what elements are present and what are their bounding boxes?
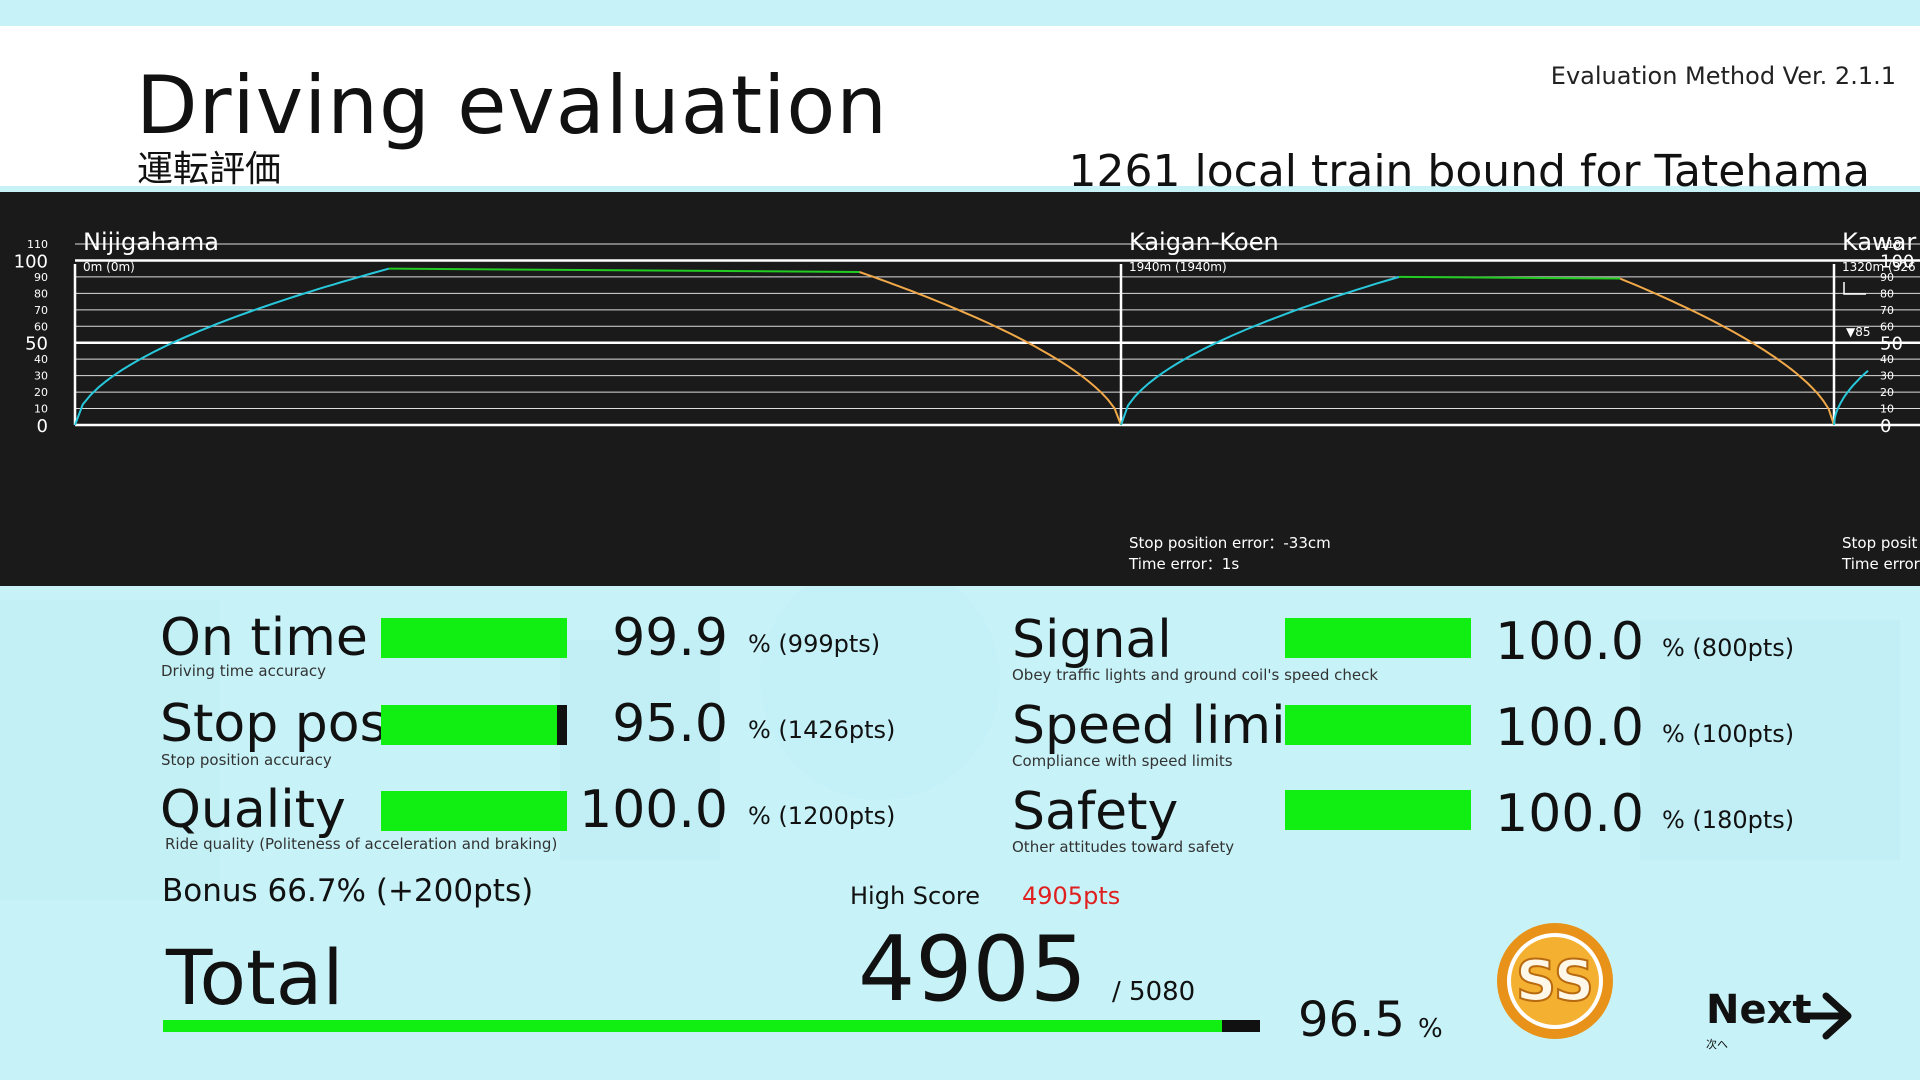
speed-curve-cruise bbox=[1399, 275, 1621, 280]
score-name-speed-limit: Speed limit bbox=[1012, 696, 1306, 756]
y-tick-label-right: 80 bbox=[1880, 287, 1894, 300]
y-tick-label: 100 bbox=[14, 251, 48, 272]
train-description: 1261 local train bound for Tatehama bbox=[1068, 146, 1870, 197]
score-desc-signal: Obey traffic lights and ground coil's sp… bbox=[1012, 666, 1379, 684]
y-tick-label-right: 90 bbox=[1880, 271, 1894, 284]
score-pts-on-time: % (999pts) bbox=[748, 630, 881, 658]
y-tick-label: 60 bbox=[34, 320, 48, 333]
y-tick-label: 50 bbox=[25, 334, 48, 355]
y-tick-label-right: 100 bbox=[1880, 251, 1914, 272]
speed-curve-cruise bbox=[388, 267, 860, 273]
speed-limit-bracket bbox=[1843, 282, 1866, 295]
y-tick-label-right: 10 bbox=[1880, 403, 1894, 416]
time-error: Time error bbox=[1841, 555, 1920, 573]
arrow-right-icon bbox=[1796, 992, 1852, 1040]
score-pts-quality: % (1200pts) bbox=[748, 802, 896, 830]
y-tick-label-right: 70 bbox=[1880, 304, 1894, 317]
total-percent: 96.5 bbox=[1298, 992, 1405, 1048]
y-tick-label: 80 bbox=[34, 287, 48, 300]
score-bar-marker bbox=[557, 705, 567, 745]
speed-curve-accel bbox=[1120, 275, 1400, 426]
score-value-safety: 100.0 bbox=[1495, 784, 1644, 844]
score-name-safety: Safety bbox=[1012, 782, 1179, 842]
y-tick-label-right: 20 bbox=[1880, 386, 1894, 399]
station-distance: 0m (0m) bbox=[83, 260, 135, 274]
speed-curve-accel bbox=[74, 267, 390, 426]
y-tick-label-right: 30 bbox=[1880, 370, 1894, 383]
high-score-label: High Score bbox=[850, 882, 981, 910]
score-name-quality: Quality bbox=[160, 780, 346, 840]
station-distance: 1940m (1940m) bbox=[1129, 260, 1227, 274]
y-tick-label-right: 110 bbox=[1880, 238, 1901, 251]
y-tick-label: 0 bbox=[37, 416, 48, 437]
score-value-speed-limit: 100.0 bbox=[1495, 698, 1644, 758]
total-percent-unit: % bbox=[1418, 1014, 1443, 1044]
score-pts-speed-limit: % (100pts) bbox=[1662, 720, 1795, 748]
rank-medal: SS bbox=[1497, 923, 1613, 1039]
score-desc-on-time: Driving time accuracy bbox=[161, 662, 327, 680]
score-value-on-time: 99.9 bbox=[612, 608, 728, 668]
page-title-japanese: 運転評価 bbox=[137, 149, 282, 190]
score-bar-stop-pos bbox=[381, 705, 567, 745]
speed-graph: 10 10 20 20 30 30 40 40 60 60 70 70 80 80 90 90 110 110 0 0… bbox=[0, 192, 1920, 586]
score-pts-stop-pos: % (1426pts) bbox=[748, 716, 896, 744]
score-name-stop-pos: Stop pos. bbox=[160, 694, 404, 754]
next-button-label: Next bbox=[1706, 987, 1812, 1033]
next-button-sublabel: 次へ bbox=[1706, 1038, 1728, 1051]
score-desc-quality: Ride quality (Politeness of acceleration… bbox=[165, 835, 558, 853]
station-name: Nijigahama bbox=[83, 228, 219, 256]
y-tick-label: 30 bbox=[34, 370, 48, 383]
y-tick-label: 10 bbox=[34, 403, 48, 416]
score-desc-safety: Other attitudes toward safety bbox=[1012, 838, 1235, 856]
station-name: Kawar bbox=[1842, 228, 1916, 256]
speed-curve-brake bbox=[1619, 277, 1835, 426]
station-distance: 1320m (326 bbox=[1842, 260, 1916, 274]
score-name-signal: Signal bbox=[1012, 610, 1172, 670]
station-name: Kaigan-Koen bbox=[1129, 228, 1279, 256]
score-name-on-time: On time bbox=[160, 608, 368, 668]
y-tick-label-right: 40 bbox=[1880, 353, 1894, 366]
version-label: Evaluation Method Ver. 2.1.1 bbox=[1550, 62, 1896, 90]
score-bar-on-time bbox=[381, 618, 567, 658]
score-pts-safety: % (180pts) bbox=[1662, 806, 1795, 834]
score-desc-speed-limit: Compliance with speed limits bbox=[1012, 752, 1233, 770]
y-tick-label-right: 60 bbox=[1880, 320, 1894, 333]
time-error: Time error：1s bbox=[1128, 555, 1239, 573]
y-tick-label: 20 bbox=[34, 386, 48, 399]
y-tick-label-right: 0 bbox=[1880, 416, 1891, 437]
score-value-signal: 100.0 bbox=[1495, 612, 1644, 672]
total-max-score: / 5080 bbox=[1112, 977, 1196, 1007]
page-title: Driving evaluation bbox=[136, 59, 888, 152]
speed-curve-accel bbox=[1833, 369, 1869, 426]
score-value-quality: 100.0 bbox=[579, 780, 728, 840]
total-progress-bar bbox=[163, 1020, 1260, 1032]
total-score: 4905 bbox=[858, 917, 1088, 1022]
score-value-stop-pos: 95.0 bbox=[612, 694, 728, 754]
y-tick-label: 70 bbox=[34, 304, 48, 317]
score-bar-safety bbox=[1285, 790, 1471, 830]
next-button[interactable]: Next 次へ bbox=[1706, 987, 1856, 1051]
score-desc-stop-pos: Stop position accuracy bbox=[161, 751, 332, 769]
header-panel: Driving evaluation 運転評価 Evaluation Metho… bbox=[0, 26, 1920, 194]
score-pts-signal: % (800pts) bbox=[1662, 634, 1795, 662]
score-bar-signal bbox=[1285, 618, 1471, 658]
y-tick-label-right: 50 bbox=[1880, 334, 1903, 355]
score-bar-speed-limit bbox=[1285, 705, 1471, 745]
y-tick-label: 40 bbox=[34, 353, 48, 366]
rank-text: SS bbox=[1516, 949, 1594, 1014]
stop-position-error: Stop position error：-33cm bbox=[1129, 534, 1331, 552]
total-label: Total bbox=[166, 933, 344, 1022]
y-tick-label: 90 bbox=[34, 271, 48, 284]
bonus-label: Bonus 66.7% (+200pts) bbox=[162, 873, 534, 909]
score-bar-quality bbox=[381, 791, 567, 831]
speed-limit-marker: ▼85 bbox=[1846, 325, 1871, 339]
speed-curve-brake bbox=[859, 271, 1122, 426]
stop-position-error: Stop posit bbox=[1842, 534, 1918, 552]
total-progress-fill bbox=[163, 1020, 1222, 1032]
speed-chart-svg: 10 10 20 20 30 30 40 40 60 60 70 70 80 80 90 90 110 110 0 0… bbox=[14, 228, 1920, 573]
high-score-value: 4905pts bbox=[1022, 882, 1121, 910]
y-tick-label: 110 bbox=[27, 238, 48, 251]
